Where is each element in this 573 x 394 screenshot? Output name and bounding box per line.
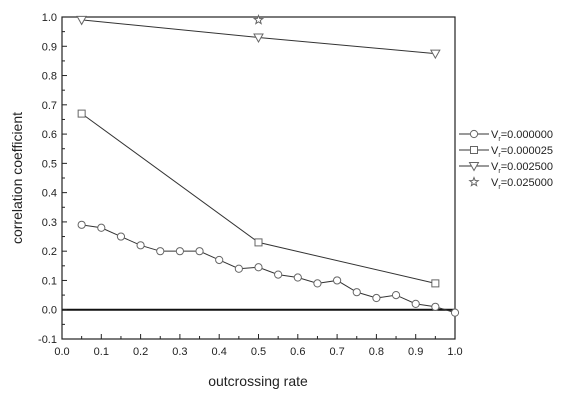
legend-marker [468, 176, 480, 187]
series-1-point [391, 290, 401, 300]
series-3-point [253, 33, 264, 44]
series-3-point [76, 15, 88, 26]
series-2-point [77, 109, 86, 118]
plot-frame [61, 16, 456, 340]
legend-label: Vr=0.025000 [491, 177, 553, 191]
x-tick-label: 0.8 [369, 346, 384, 358]
series-1-point [293, 273, 302, 282]
series-1-point [234, 264, 243, 273]
legend-marker [470, 146, 478, 154]
series-1-point [333, 276, 342, 285]
series-layer [76, 14, 460, 317]
series-4-point [252, 14, 265, 25]
x-axis-title: outcrossing rate [208, 373, 308, 389]
y-tick-label: 0.7 [42, 100, 57, 112]
series-1-point [431, 302, 440, 311]
series-4 [252, 14, 265, 25]
legend-marker [469, 129, 479, 139]
x-tick-label: 0.9 [408, 346, 423, 358]
series-1 [77, 220, 460, 317]
legend-item: Vr=0.025000 [468, 176, 553, 191]
series-2-point [254, 238, 263, 247]
series-1-point [156, 247, 165, 256]
y-tick-label: 0.5 [42, 158, 57, 170]
x-axis-ticks: 0.0 0.1 0.2 0.3 0.4 0.5 0.6 0.7 0.8 0.9 1.0 [54, 334, 463, 358]
series-1-point [195, 247, 204, 256]
y-tick-label: 0.4 [42, 188, 57, 200]
y-tick-label: 0.1 [42, 275, 57, 287]
series-1-point [372, 293, 381, 303]
x-tick-label: 0.2 [133, 346, 148, 358]
legend-marker [468, 162, 480, 172]
legend-label: Vr=0.002500 [491, 161, 553, 175]
x-tick-label: 0.4 [212, 346, 227, 358]
legend-label: Vr=0.000025 [491, 145, 553, 159]
series-3-point [429, 49, 441, 60]
y-tick-label: 0.0 [42, 305, 57, 317]
series-1-point [136, 241, 145, 250]
y-tick-label: 0.6 [42, 129, 57, 141]
x-tick-label: 0.5 [251, 346, 266, 358]
legend: Vr=0.000000 Vr=0.000025 Vr=0.002500 Vr=0.02… [459, 129, 553, 191]
y-axis-ticks: -0.1 0.0 0.1 0.2 0.3 0.4 0.5 0.6 0.7 0.8 0.9 1.0 [38, 12, 67, 346]
y-tick-label: 0.8 [42, 71, 57, 83]
y-tick-label: 1.0 [42, 12, 57, 24]
series-1-point [274, 270, 283, 279]
y-tick-label: 0.3 [42, 217, 57, 229]
series-2-point [431, 279, 440, 288]
y-tick-label: -0.1 [38, 334, 57, 346]
series-1-point [116, 232, 126, 241]
series-1-point [352, 288, 361, 297]
y-tick-label: 0.9 [42, 41, 57, 53]
x-tick-label: 1.0 [447, 346, 462, 358]
series-1-point [411, 299, 420, 308]
series-1-point [215, 255, 224, 265]
series-1-point [313, 279, 322, 288]
y-tick-label: 0.2 [42, 246, 57, 258]
x-tick-label: 0.0 [54, 346, 69, 358]
x-tick-label: 0.3 [172, 346, 187, 358]
x-tick-label: 0.6 [290, 346, 305, 358]
series-1-point [77, 220, 86, 229]
legend-item: Vr=0.002500 [459, 161, 553, 175]
legend-item: Vr=0.000025 [459, 145, 553, 159]
series-1-point [175, 247, 184, 256]
legend-label: Vr=0.000000 [491, 129, 553, 143]
series-2 [77, 109, 440, 288]
x-tick-label: 0.1 [94, 346, 109, 358]
series-1-point [97, 223, 106, 232]
y-axis-title: correlation coefficient [9, 112, 25, 244]
x-tick-label: 0.7 [329, 346, 344, 358]
series-1-point [450, 308, 460, 317]
legend-item: Vr=0.000000 [459, 129, 553, 143]
series-3 [76, 15, 441, 60]
series-1-line [81, 224, 456, 314]
series-1-point [254, 263, 263, 272]
series-2-line [81, 113, 436, 284]
